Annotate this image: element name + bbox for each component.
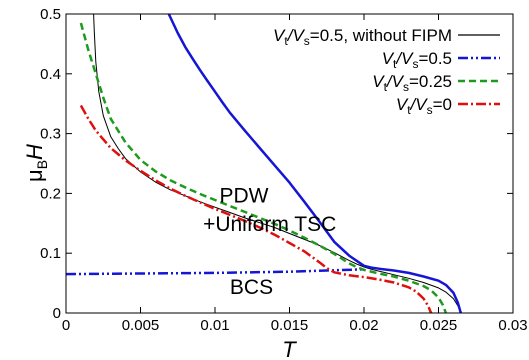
legend-label: Vt/Vs=0.25 <box>372 72 452 94</box>
region-label: PDW <box>219 184 268 207</box>
y-axis-label-main: μ <box>22 169 47 182</box>
y-tick-label: 0.5 <box>40 6 61 23</box>
x-tick-label: 0.02 <box>349 317 378 334</box>
legend-label: Vt/Vs=0.5 <box>382 49 452 71</box>
x-tick-label: 0.015 <box>271 317 309 334</box>
legend-label-part: V <box>382 49 395 68</box>
region-label: +Uniform TSC <box>203 213 336 236</box>
y-tick-label: 0 <box>53 305 61 322</box>
y-tick-label: 0.3 <box>40 126 61 143</box>
legend-label-part: /V <box>410 95 429 114</box>
legend-label-part: =0.25 <box>409 72 452 91</box>
legend-label-part: V <box>396 95 409 114</box>
legend: Vt/Vs=0.5, without FIPMVt/Vs=0.5Vt/Vs=0.… <box>273 26 500 117</box>
legend-label-part: t <box>284 34 288 48</box>
y-tick-label: 0.1 <box>40 245 61 262</box>
y-tick-label: 0.4 <box>40 66 61 83</box>
y-axis-label-tail: H <box>22 144 47 160</box>
series-line-black <box>93 14 462 313</box>
annotations-group: PDW +Uniform TSC BCS <box>203 184 336 298</box>
x-tick-label: 0.005 <box>122 317 160 334</box>
legend-label-part: s <box>427 103 433 117</box>
y-axis-label: μBH <box>22 144 50 182</box>
x-tick-label: 0.01 <box>200 317 229 334</box>
ticks-group: 0 0.005 0.01 0.015 0.02 0.025 0.03 0 0.1 0.2 0.3 0.… <box>40 6 527 334</box>
legend-label-part: =0 <box>433 95 452 114</box>
legend-label: Vt/Vs=0 <box>396 95 452 117</box>
legend-label-part: =0.5 <box>418 49 452 68</box>
x-tick-label: 0.025 <box>420 317 458 334</box>
legend-label-part: V <box>273 26 286 45</box>
legend-label-part: s <box>403 80 409 94</box>
legend-label-part: t <box>384 80 388 94</box>
legend-label-part: /V <box>386 72 405 91</box>
legend-label-part: t <box>407 103 411 117</box>
x-tick-label: 0 <box>62 317 70 334</box>
legend-label-part: t <box>393 57 397 71</box>
legend-label-part: /V <box>395 49 414 68</box>
legend-label-part: V <box>372 72 385 91</box>
series-line-red <box>79 104 433 313</box>
series-line-blue-main <box>167 14 463 313</box>
legend-label-part: /V <box>287 26 306 45</box>
y-axis-label-sub: B <box>34 160 50 169</box>
x-axis-label: T <box>282 337 297 360</box>
y-tick-label: 0.2 <box>40 185 61 202</box>
series-line-green <box>79 22 448 313</box>
legend-label-part: s <box>304 34 310 48</box>
x-tick-label: 0.03 <box>498 317 527 334</box>
legend-label: Vt/Vs=0.5, without FIPM <box>273 26 452 48</box>
region-label: BCS <box>230 276 273 299</box>
legend-label-part: s <box>412 57 418 71</box>
curves-group <box>66 14 463 313</box>
legend-label-part: =0.5, without FIPM <box>310 26 452 45</box>
series-line-blue-dashdot <box>66 268 365 276</box>
